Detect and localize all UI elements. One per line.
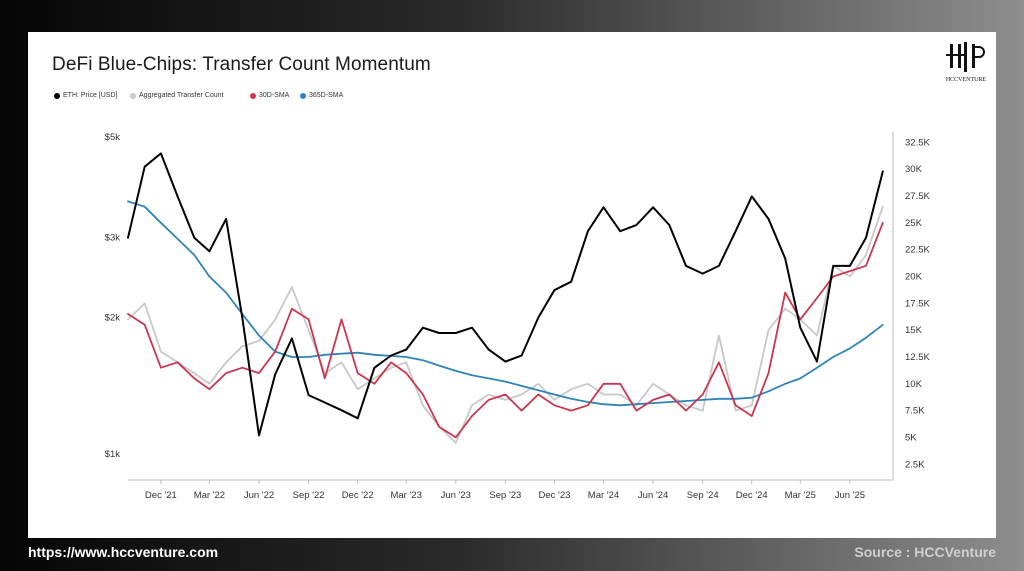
legend-dot-transfers xyxy=(130,92,136,99)
legend-item-transfers: Aggregated Transfer Count xyxy=(130,92,223,99)
y-left-tick-label: $5k xyxy=(105,132,121,143)
x-tick-label: Jun '25 xyxy=(835,490,865,501)
x-tick-label: Sep '24 xyxy=(687,490,719,501)
y-left-tick-label: $2k xyxy=(105,313,121,324)
sma30-line xyxy=(127,221,884,439)
hccventure-logo: HCCVENTURE xyxy=(946,42,987,83)
y-right-tick-label: 2.5K xyxy=(905,459,925,470)
y-right-tick-label: 15K xyxy=(905,325,923,336)
x-tick-label: Dec '23 xyxy=(538,490,570,501)
legend-dot-sma365 xyxy=(300,92,306,99)
x-tick-label: Mar '25 xyxy=(785,490,816,501)
y-right-tick-label: 10K xyxy=(905,379,923,390)
x-tick-label: Dec '21 xyxy=(145,490,177,501)
y-right-tick-label: 5K xyxy=(905,432,917,443)
y-right-tick-label: 22.5K xyxy=(905,245,930,256)
x-tick-label: Jun '24 xyxy=(638,490,668,501)
y-left-tick-label: $1k xyxy=(105,449,121,460)
legend-label-sma30: 30D-SMA xyxy=(259,92,290,99)
sma365-line xyxy=(127,200,884,407)
x-tick-label: Mar '22 xyxy=(194,490,225,501)
legend-label-price: ETH: Price [USD] xyxy=(63,92,118,99)
y-right-tick-label: 17.5K xyxy=(905,298,930,309)
legend-label-transfers: Aggregated Transfer Count xyxy=(139,92,224,99)
x-tick-label: Mar '24 xyxy=(588,490,619,501)
legend-label-sma365: 365D-SMA xyxy=(309,92,344,99)
footer-source: Source : HCCVenture xyxy=(854,544,996,560)
footer-url[interactable]: https://www.hccventure.com xyxy=(28,544,219,560)
y-right-tick-label: 30K xyxy=(905,164,923,175)
legend-dot-price xyxy=(54,92,60,99)
legend-dot-sma30 xyxy=(250,92,256,99)
x-tick-label: Jun '22 xyxy=(244,490,274,501)
x-tick-label: Dec '24 xyxy=(736,490,768,501)
y-right-tick-label: 25K xyxy=(905,218,923,229)
legend-item-price: ETH: Price [USD] xyxy=(54,92,117,99)
x-tick-label: Jun '23 xyxy=(441,490,471,501)
legend-item-sma30: 30D-SMA xyxy=(250,92,289,99)
y-right-tick-label: 32.5K xyxy=(905,137,930,148)
y-right-tick-label: 7.5K xyxy=(905,406,925,417)
chart-plot: Dec '21 Mar '22 Jun '22 Sep '22 Dec '22 Mar '… xyxy=(105,132,930,501)
y-right-tick-label: 20K xyxy=(905,271,923,282)
eth-price-line xyxy=(127,152,884,437)
x-tick-label: Sep '23 xyxy=(489,490,521,501)
chart-title: DeFi Blue-Chips: Transfer Count Momentum xyxy=(52,54,431,75)
transfer-count-line xyxy=(127,205,884,444)
x-tick-label: Sep '22 xyxy=(293,490,325,501)
y-right-tick-label: 12.5K xyxy=(905,352,930,363)
legend-item-sma365: 365D-SMA xyxy=(300,92,343,99)
y-right-tick-label: 27.5K xyxy=(905,191,930,202)
x-tick-label: Mar '23 xyxy=(390,490,421,501)
y-left-tick-label: $3k xyxy=(105,233,121,244)
chart-card: DeFi Blue-Chips: Transfer Count Momentum… xyxy=(28,32,996,538)
x-tick-label: Dec '22 xyxy=(342,490,374,501)
logo-text: HCCVENTURE xyxy=(946,77,987,83)
